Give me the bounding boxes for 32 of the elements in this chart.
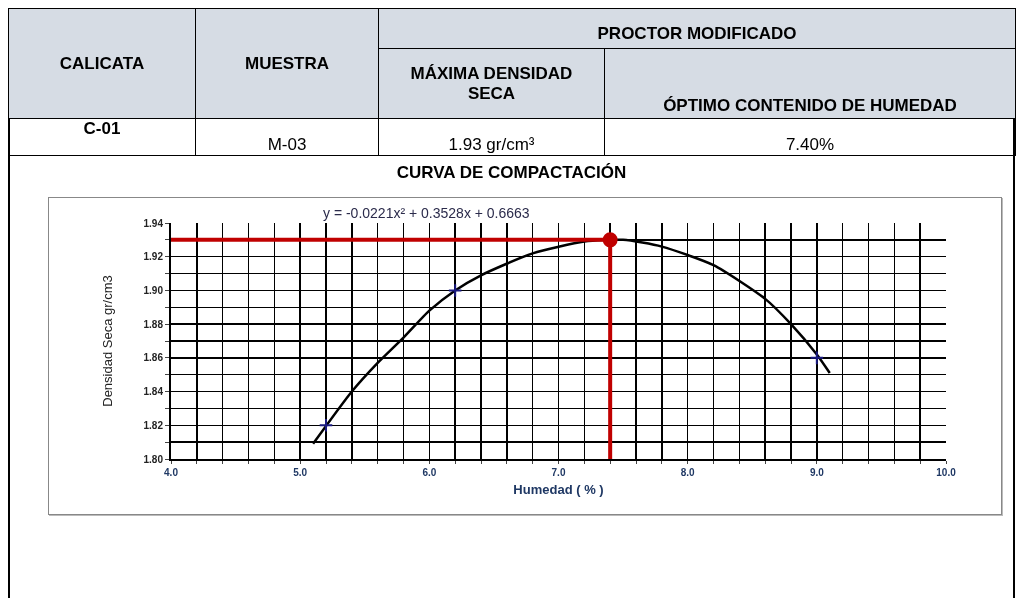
text: 7.40% bbox=[604, 118, 1016, 156]
text: C-01 bbox=[8, 118, 196, 156]
text: M-03 bbox=[195, 118, 379, 156]
text: 1.93 gr/cm³ bbox=[378, 118, 605, 156]
x-tick-label: 10.0 bbox=[936, 467, 957, 478]
y-axis-title: Densidad Seca gr/cm3 bbox=[99, 275, 115, 407]
x-tick-label: 8.0 bbox=[680, 467, 696, 478]
point bbox=[602, 232, 618, 248]
y-tick-label: 1.84 bbox=[143, 386, 164, 398]
x-axis-title: Humedad ( % ) bbox=[513, 482, 604, 498]
x-tick-label: 6.0 bbox=[422, 467, 437, 478]
text: ÓPTIMO CONTENIDO DE HUMEDAD bbox=[604, 48, 1016, 119]
x-tick-label: 9.0 bbox=[809, 467, 825, 478]
text: PROCTOR MODIFICADO bbox=[378, 8, 1016, 49]
point bbox=[318, 417, 334, 433]
y-tick-label: 1.82 bbox=[143, 419, 164, 431]
text: MUESTRA bbox=[195, 8, 379, 119]
y-tick-label: 1.88 bbox=[143, 318, 164, 330]
y-tick-label: 1.92 bbox=[143, 251, 164, 263]
point bbox=[447, 283, 463, 298]
point bbox=[809, 350, 825, 366]
text: CALICATA bbox=[8, 8, 196, 119]
y-tick-label: 1.80 bbox=[143, 453, 164, 465]
x-tick-label: 7.0 bbox=[551, 467, 566, 478]
y-tick-label: 1.90 bbox=[143, 284, 164, 296]
text: y = -0.0221x² + 0.3528x + 0.6663 bbox=[323, 205, 530, 221]
chart-title: CURVA DE COMPACTACIÓN bbox=[395, 163, 628, 183]
text: MÁXIMA DENSIDAD SECA bbox=[378, 48, 605, 119]
y-tick-label: 1.94 bbox=[143, 217, 164, 229]
x-tick-label: 5.0 bbox=[293, 467, 308, 478]
x-tick-label: 4.0 bbox=[164, 467, 179, 478]
y-tick-label: 1.86 bbox=[143, 352, 164, 364]
